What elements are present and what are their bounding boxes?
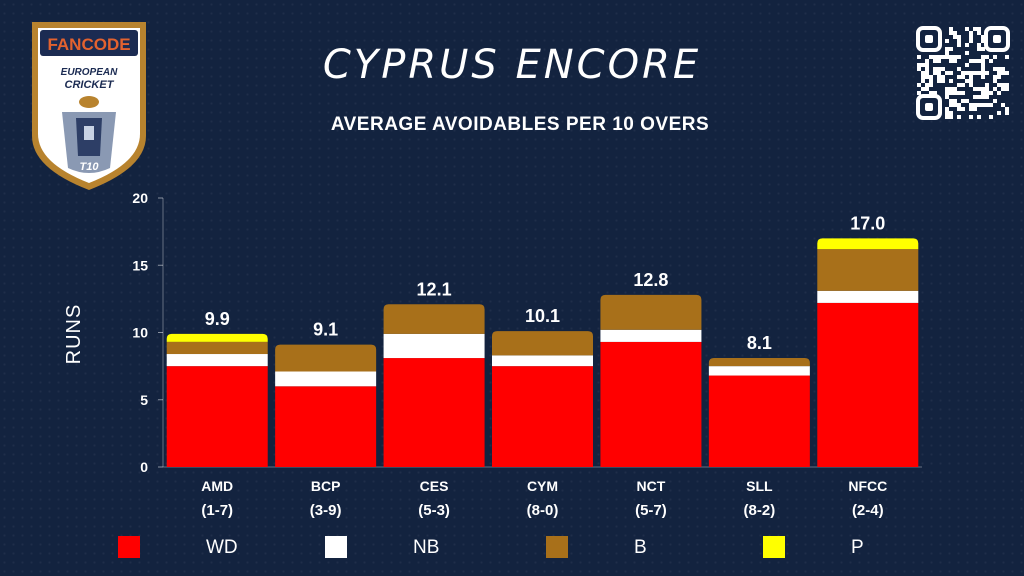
legend-swatch: [325, 536, 347, 558]
bar-segment-nb-amd: [166, 354, 268, 367]
y-axis-title: RUNS: [63, 304, 85, 365]
x-category-record: (5-7): [635, 502, 667, 519]
bar-segment-b-sll: [708, 358, 810, 367]
legend-swatch: [546, 536, 568, 558]
logo-badge-text: T10: [80, 161, 100, 173]
bar-segment-b-bcp: [275, 344, 377, 372]
bar-total-label: 10.1: [525, 306, 560, 326]
bar-segment-p-amd: [166, 333, 268, 342]
bar-segment-nb-sll: [708, 366, 810, 376]
logo-brand-text: FANCODE: [47, 35, 130, 54]
x-category-label: CES: [420, 478, 449, 494]
y-tick-label: 15: [132, 257, 148, 273]
bar-segment-b-nct: [600, 294, 702, 330]
bar-total-label: 17.0: [850, 213, 885, 233]
legend-label: B: [634, 537, 647, 558]
category-labels: AMD (1-7) BCP (3-9) CES (5-3) CYM (8-0) NCT (5-7)…: [201, 478, 887, 519]
bar-total-label: 12.8: [633, 270, 668, 290]
bar-segment-wd-sll: [708, 375, 810, 467]
bar-segment-p-nfcc: [817, 238, 919, 250]
bar-segment-b-nfcc: [817, 249, 919, 291]
bar-total-label: 8.1: [747, 333, 772, 353]
qr-code: [916, 26, 1010, 120]
x-category-record: (3-9): [310, 502, 342, 519]
legend: WD NB B P: [0, 528, 1024, 568]
fancode-european-cricket-logo: FANCODE EUROPEAN CRICKET T10: [32, 22, 146, 190]
bar-segment-wd-nct: [600, 341, 702, 467]
bar-segment-nb-nfcc: [817, 290, 919, 303]
chart-subtitle: AVERAGE AVOIDABLES PER 10 OVERS: [330, 114, 710, 135]
bar-segment-wd-bcp: [275, 386, 377, 467]
x-category-label: AMD: [201, 478, 233, 494]
bars: 9.9 9.1 12.1 10.1 12.8 8.1 17.0: [166, 213, 919, 467]
y-tick-label: 0: [140, 459, 148, 475]
bar-segment-wd-ces: [383, 358, 485, 467]
bar-segment-b-ces: [383, 304, 485, 334]
y-tick-label: 20: [132, 190, 148, 206]
bar-segment-wd-amd: [166, 366, 268, 467]
x-category-record: (2-4): [852, 502, 884, 519]
bar-segment-wd-cym: [492, 366, 593, 467]
x-category-label: CYM: [527, 478, 558, 494]
bar-segment-nb-cym: [492, 355, 593, 367]
y-tick-label: 10: [132, 325, 148, 341]
x-category-label: BCP: [311, 478, 341, 494]
bar-segment-b-cym: [492, 331, 593, 356]
x-category-record: (5-3): [418, 502, 450, 519]
legend-swatch: [118, 536, 140, 558]
bar-segment-nb-ces: [383, 333, 485, 359]
x-category-record: (8-0): [527, 502, 559, 519]
x-category-label: NFCC: [848, 478, 887, 494]
x-category-record: (8-2): [744, 502, 776, 519]
legend-label: P: [851, 537, 864, 558]
bar-total-label: 9.1: [313, 320, 338, 340]
legend-label: WD: [206, 537, 238, 558]
y-tick-label: 5: [140, 392, 148, 408]
logo-line1-text: EUROPEAN: [61, 67, 118, 78]
logo-line2-text: CRICKET: [65, 79, 115, 91]
bar-segment-wd-nfcc: [817, 302, 919, 467]
legend-label: NB: [413, 537, 440, 558]
x-category-label: NCT: [637, 478, 666, 494]
x-category-record: (1-7): [201, 502, 233, 519]
bar-segment-b-amd: [166, 341, 268, 355]
x-category-label: SLL: [746, 478, 773, 494]
bar-segment-nb-nct: [600, 329, 702, 342]
bar-segment-nb-bcp: [275, 371, 377, 387]
bar-total-label: 9.9: [205, 309, 230, 329]
bar-total-label: 12.1: [417, 279, 452, 299]
page-title: CYPRUS ENCORE: [322, 42, 702, 88]
legend-swatch: [763, 536, 785, 558]
